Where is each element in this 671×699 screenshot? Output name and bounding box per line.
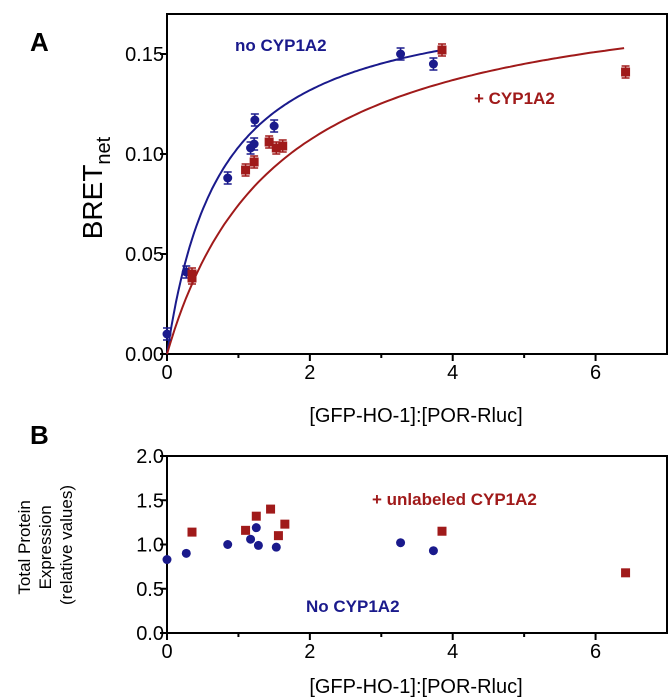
panel-a-series-label-no-cyp1a2: no CYP1A2 — [235, 36, 327, 55]
x-tick-label: 4 — [447, 641, 458, 663]
data-point-square — [437, 45, 447, 55]
panel-a-label: A — [30, 27, 49, 57]
plot-frame — [166, 455, 668, 634]
data-point-circle — [428, 59, 438, 69]
data-point-circle — [246, 534, 256, 544]
y-tick-label: 0.5 — [136, 579, 164, 601]
data-point-circle — [396, 49, 406, 59]
svg-text:BRETnet: BRETnet — [77, 136, 115, 239]
data-point-square — [241, 525, 251, 535]
x-tick-label: 6 — [590, 362, 601, 384]
data-point-circle — [162, 329, 172, 339]
data-point-circle — [250, 115, 260, 125]
panel-a-y-axis-label: BRETnet — [77, 136, 115, 239]
x-tick-label: 6 — [590, 641, 601, 663]
y-tick-label: 0.15 — [125, 44, 164, 66]
data-point-square — [437, 526, 447, 536]
data-point-circle — [249, 139, 259, 149]
panel-b-series-label-no-cyp1a2: No CYP1A2 — [306, 597, 400, 616]
data-point-circle — [253, 540, 263, 550]
panel-b-y-axis-label: Total Protein Expression (relative value… — [15, 485, 76, 605]
data-point-square — [278, 141, 288, 151]
data-point-square — [621, 568, 631, 578]
data-point-circle — [251, 523, 261, 533]
data-point-square — [241, 165, 251, 175]
panel-b-plot-area: 0 2 4 6 0.0 0.5 1.0 1.5 2.0 — [136, 446, 668, 663]
y-tick-label: 0.00 — [125, 344, 164, 366]
data-point-circle — [269, 121, 279, 131]
panel-b-y-label-line-1: Total Protein — [15, 500, 34, 595]
data-point-square — [251, 511, 261, 521]
data-point-circle — [181, 548, 191, 558]
panel-a-chart: A 0 2 4 6 0.00 0.05 0.10 0.15 [GFP-HO-1]:[POR-R… — [30, 13, 668, 427]
y-tick-label: 2.0 — [136, 446, 164, 468]
panel-b-y-label-line-3: (relative values) — [57, 485, 76, 605]
fit-curve — [166, 47, 625, 355]
data-point-square — [280, 519, 290, 529]
data-point-circle — [223, 173, 233, 183]
data-point-square — [187, 527, 197, 537]
data-point-circle — [162, 555, 172, 565]
data-point-square — [273, 531, 283, 541]
data-point-square — [249, 157, 259, 167]
x-tick-label: 0 — [161, 362, 172, 384]
panel-a-plot-area: 0 2 4 6 0.00 0.05 0.10 0.15 — [125, 13, 668, 384]
y-tick-label: 1.5 — [136, 490, 164, 512]
x-tick-label: 2 — [304, 362, 315, 384]
panel-a-y-label-main: BRET — [77, 165, 108, 240]
y-tick-label: 0.10 — [125, 144, 164, 166]
data-point-circle — [396, 538, 406, 548]
y-tick-label: 0.05 — [125, 244, 164, 266]
panel-b-y-label-line-2: Expression — [36, 505, 55, 589]
data-point-circle — [223, 540, 233, 549]
panel-a-y-label-sub: net — [93, 136, 115, 164]
y-tick-label: 1.0 — [136, 535, 164, 557]
panel-b-series-label-unlabeled-cyp1a2: + unlabeled CYP1A2 — [372, 490, 537, 509]
panel-a-series-label-plus-cyp1a2: + CYP1A2 — [474, 89, 555, 108]
panel-a-x-axis-label: [GFP-HO-1]:[POR-Rluc] — [309, 405, 522, 427]
x-tick-label: 4 — [447, 362, 458, 384]
panel-b-chart: B 0 2 4 6 0.0 0.5 1.0 1.5 2.0 [GFP-HO-1]:[POR-Rl… — [15, 420, 668, 698]
data-point-square — [187, 273, 197, 283]
data-point-square — [621, 67, 631, 77]
data-point-circle — [271, 542, 281, 552]
data-point-square — [264, 137, 274, 147]
svg-text:Total Protein Expressi: Total Protein Expression (relative value… — [15, 485, 76, 605]
x-tick-label: 0 — [161, 641, 172, 663]
panel-b-x-axis-label: [GFP-HO-1]:[POR-Rluc] — [309, 676, 522, 698]
plot-frame — [166, 13, 668, 355]
data-point-circle — [428, 546, 438, 556]
y-tick-label: 0.0 — [136, 623, 164, 645]
x-tick-label: 2 — [304, 641, 315, 663]
fit-curve — [166, 49, 439, 355]
panel-b-label: B — [30, 420, 49, 450]
data-point-square — [266, 504, 276, 514]
data-point-square — [271, 143, 281, 153]
